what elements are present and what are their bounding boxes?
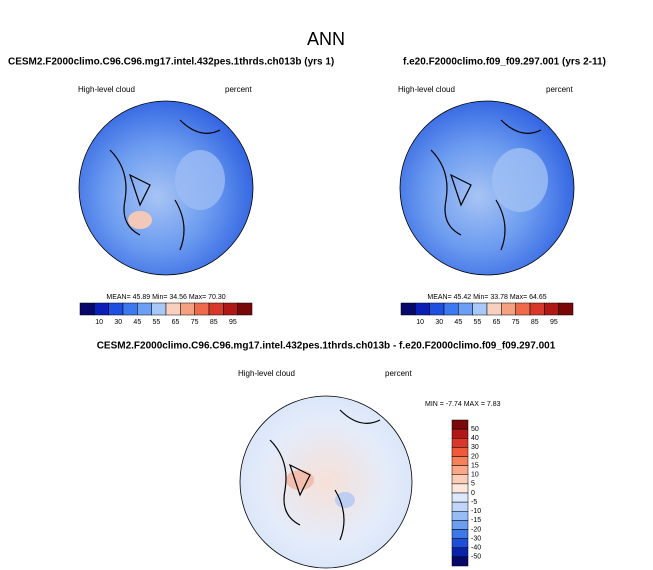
map [78, 100, 254, 276]
colorbar-box [501, 302, 516, 316]
colorbar-label: 55 [474, 319, 482, 326]
colorbar-box [180, 302, 195, 316]
colorbar-label: 30 [114, 319, 122, 326]
colorbar-box [237, 302, 253, 316]
colorbar-label: 75 [512, 319, 520, 326]
colorbar-label: 45 [454, 319, 462, 326]
colorbar-label: 55 [153, 319, 161, 326]
colorbar-box [429, 302, 445, 316]
colorbar-box [451, 456, 469, 466]
colorbar-box [108, 302, 124, 316]
colorbar-label: 75 [191, 319, 199, 326]
colorbar-label: 65 [493, 319, 501, 326]
colorbar-box [451, 465, 469, 475]
colorbar-label: -10 [471, 508, 481, 515]
colorbar-box [458, 302, 473, 316]
colorbar-box [151, 302, 167, 316]
colorbar-box [451, 520, 469, 530]
map [239, 395, 413, 569]
colorbar: 10 30 45 55 65 75 85 95 [79, 302, 253, 326]
colorbar-box [451, 538, 469, 548]
colorbar-box [223, 302, 238, 316]
colorbar-box [194, 302, 210, 316]
diff-title: CESM2.F2000climo.C96.C96.mg17.intel.432p… [97, 341, 556, 352]
colorbar-box [472, 302, 488, 316]
colorbar-box [451, 474, 469, 485]
colorbar-box [451, 501, 469, 512]
variable-label: High-level cloud [238, 369, 295, 378]
colorbar-box [451, 419, 469, 430]
colorbar-box [558, 302, 574, 316]
colorbar-label: -40 [471, 545, 481, 552]
colorbar-label: 45 [133, 319, 141, 326]
colorbar-box [451, 447, 469, 457]
colorbar-label: -30 [471, 535, 481, 542]
colorbar-label: 85 [531, 319, 539, 326]
figure-title: ANN [307, 29, 345, 49]
colorbar-box [94, 302, 109, 316]
units-label: percent [546, 85, 573, 94]
colorbar-box [451, 511, 469, 521]
colorbar-label: -15 [471, 517, 481, 524]
colorbar-box [451, 483, 469, 494]
colorbar-box [137, 302, 152, 316]
colorbar-box [544, 302, 559, 316]
colorbar-box [515, 302, 531, 316]
colorbar: 10 30 45 55 65 75 85 95 [400, 302, 574, 326]
map [399, 100, 575, 276]
colorbar-box [415, 302, 430, 316]
colorbar-label: 5 [471, 481, 475, 488]
colorbar-box [208, 302, 224, 316]
colorbar-label: 65 [172, 319, 180, 326]
colorbar-label: 20 [471, 453, 479, 460]
colorbar-box [451, 428, 469, 439]
colorbar-box [529, 302, 545, 316]
colorbar-box [451, 438, 469, 448]
stats-label: MEAN= 45.42 Min= 33.78 Max= 64.65 [427, 294, 546, 301]
colorbar-box [79, 302, 95, 316]
colorbar-label: 85 [210, 319, 218, 326]
colorbar-label: 30 [471, 444, 479, 451]
colorbar-box [122, 302, 138, 316]
colorbar-box [451, 547, 469, 558]
colorbar-label: 15 [471, 462, 479, 469]
colorbar-box [451, 556, 469, 567]
units-label: percent [225, 85, 252, 94]
colorbar-label: 95 [550, 319, 558, 326]
colorbar-label: 50 [471, 426, 479, 433]
variable-label: High-level cloud [78, 85, 135, 94]
colorbar-label: -20 [471, 526, 481, 533]
colorbar-box [165, 302, 181, 316]
units-label: percent [385, 369, 412, 378]
colorbar-label: -5 [471, 499, 477, 506]
colorbar-label: 40 [471, 435, 479, 442]
colorbar-box [400, 302, 416, 316]
variable-label: High-level cloud [398, 85, 455, 94]
colorbar-label: -50 [471, 554, 481, 561]
colorbar-box [486, 302, 502, 316]
panel-title: CESM2.F2000climo.C96.C96.mg17.intel.432p… [8, 57, 334, 68]
colorbar-label: 10 [416, 319, 424, 326]
colorbar-label: 95 [229, 319, 237, 326]
stats-label: MEAN= 45.89 Min= 34.56 Max= 70.30 [106, 294, 225, 301]
colorbar-box [443, 302, 459, 316]
colorbar-label: 10 [95, 319, 103, 326]
stats-label: MIN = -7.74 MAX = 7.83 [425, 401, 501, 408]
colorbar-label: 0 [471, 490, 475, 497]
colorbar-box [451, 529, 469, 539]
colorbar-label: 30 [435, 319, 443, 326]
panel-title: f.e20.F2000climo.f09_f09.297.001 (yrs 2-… [403, 57, 606, 68]
colorbar-box [451, 492, 469, 503]
colorbar-label: 10 [471, 472, 479, 479]
